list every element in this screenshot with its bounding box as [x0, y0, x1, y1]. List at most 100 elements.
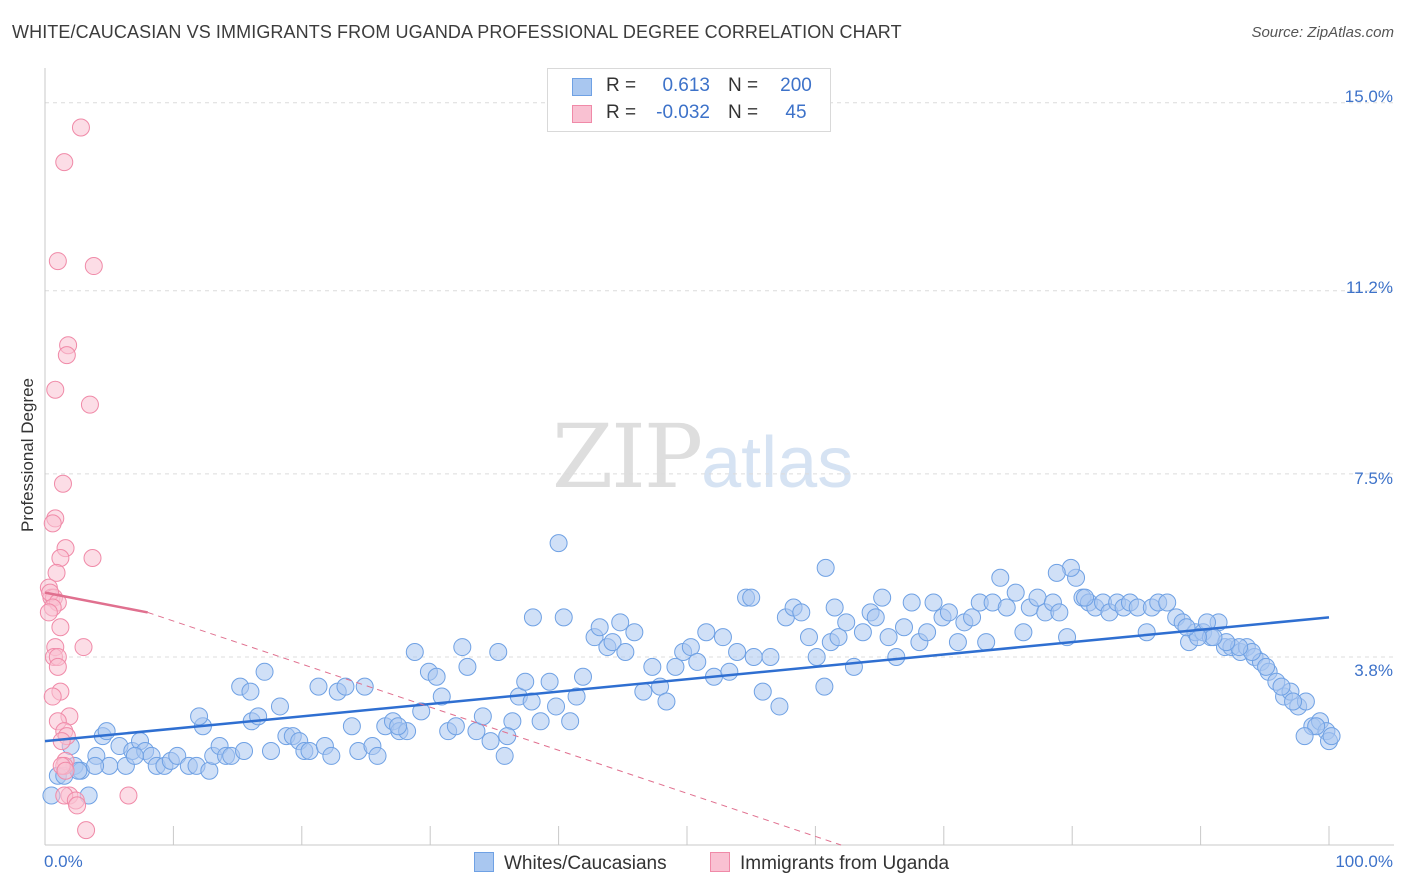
point-whites [611, 613, 630, 632]
point-whites [1076, 588, 1095, 607]
point-whites [918, 623, 937, 642]
trend-line-uganda [44, 591, 148, 614]
point-whites [1137, 623, 1156, 642]
point-whites [1198, 613, 1217, 632]
point-whites [516, 672, 535, 691]
x-tick-label: 100.0% [1335, 852, 1393, 871]
legend-n-label: N = [728, 102, 759, 123]
y-axis-label: Professional Degree [18, 377, 37, 533]
watermark-zip: ZIP [552, 405, 703, 508]
point-whites [389, 717, 408, 736]
legend-label-uganda: Immigrants from Uganda [740, 853, 950, 874]
point-uganda [51, 618, 70, 637]
point-whites [666, 657, 685, 676]
point-uganda [74, 638, 93, 657]
point-whites [616, 643, 635, 662]
point-whites [1158, 593, 1177, 612]
point-whites [807, 647, 826, 666]
point-whites [815, 677, 834, 696]
point-uganda [39, 603, 58, 622]
point-uganda [57, 346, 76, 365]
point-whites [540, 672, 559, 691]
y-tick-label: 3.8% [1354, 661, 1393, 680]
point-whites [531, 712, 550, 731]
point-whites [1006, 583, 1025, 602]
point-uganda [46, 380, 65, 399]
point-whites [770, 697, 789, 716]
point-whites [270, 697, 289, 716]
legend-swatch-pink [710, 852, 730, 872]
point-whites [446, 717, 465, 736]
point-whites [322, 746, 341, 765]
point-whites [753, 682, 772, 701]
point-uganda [43, 687, 62, 706]
point-whites [473, 707, 492, 726]
legend-item-uganda: Immigrants from Uganda [710, 852, 949, 875]
point-whites [657, 692, 676, 711]
point-whites [190, 707, 209, 726]
point-whites [523, 608, 542, 627]
point-whites [547, 697, 566, 716]
point-whites [643, 657, 662, 676]
point-uganda [51, 548, 70, 567]
point-whites [873, 588, 892, 607]
legend-n-label: N = [728, 75, 759, 96]
point-whites [997, 598, 1016, 617]
point-uganda [77, 821, 96, 840]
point-whites [1307, 717, 1326, 736]
watermark-atlas: atlas [701, 423, 854, 503]
point-whites [825, 598, 844, 617]
point-whites [1272, 677, 1291, 696]
point-whites [168, 746, 187, 765]
x-tick-label: 0.0% [44, 852, 83, 871]
legend-r-label: R = [606, 75, 637, 96]
point-whites [355, 677, 374, 696]
point-whites [125, 746, 144, 765]
point-uganda [68, 796, 87, 815]
legend-n-value: 200 [780, 75, 812, 96]
point-whites [235, 741, 254, 760]
point-uganda [48, 657, 67, 676]
point-whites [1189, 628, 1208, 647]
point-whites [837, 613, 856, 632]
point-whites [625, 623, 644, 642]
point-whites [799, 628, 818, 647]
point-whites [1295, 727, 1314, 746]
point-whites [991, 568, 1010, 587]
point-whites [481, 732, 500, 751]
point-whites [567, 687, 586, 706]
point-whites [603, 633, 622, 652]
point-whites [902, 593, 921, 612]
point-whites [853, 623, 872, 642]
point-whites [1284, 692, 1303, 711]
point-whites [489, 643, 508, 662]
point-whites [829, 628, 848, 647]
source-label: Source: ZipAtlas.com [1251, 24, 1394, 41]
point-whites [924, 593, 943, 612]
point-uganda [48, 252, 67, 271]
point-uganda [119, 786, 138, 805]
point-whites [1047, 563, 1066, 582]
point-uganda [71, 118, 90, 137]
y-tick-label: 11.2% [1346, 278, 1393, 297]
point-whites [495, 746, 514, 765]
point-whites [688, 652, 707, 671]
watermark: ZIPatlas [552, 405, 853, 508]
point-whites [261, 741, 280, 760]
point-whites [368, 746, 387, 765]
point-whites [412, 702, 431, 721]
point-whites [498, 727, 517, 746]
point-uganda [84, 257, 103, 276]
point-whites [1177, 618, 1196, 637]
point-whites [963, 608, 982, 627]
point-whites [792, 603, 811, 622]
point-whites [844, 657, 863, 676]
point-whites [453, 638, 472, 657]
point-uganda [80, 395, 99, 414]
trend-line-uganda-extension [147, 611, 842, 846]
legend-swatch-blue [474, 852, 494, 872]
point-whites [728, 643, 747, 662]
point-whites [879, 628, 898, 647]
point-whites [458, 657, 477, 676]
